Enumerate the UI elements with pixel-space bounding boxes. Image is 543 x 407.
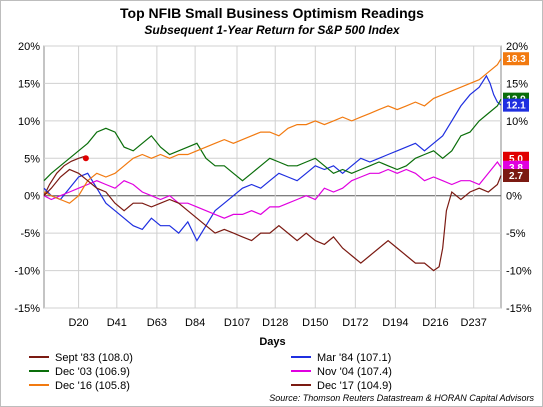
chart-subtitle: Subsequent 1-Year Return for S&P 500 Ind… (144, 23, 401, 37)
y-tick-label-right: 15% (506, 78, 528, 90)
y-tick-label-right: 10% (506, 116, 528, 128)
series-line-5 (43, 168, 502, 272)
legend-label-0: Sept '83 (108.0) (55, 352, 133, 364)
x-tick-label: D20 (68, 317, 88, 329)
y-tick-label-left: 0% (24, 191, 40, 203)
plot-area (43, 45, 502, 309)
x-axis-label: Days (259, 336, 285, 348)
value-callout-box-5 (503, 169, 529, 183)
series-line-4 (43, 58, 502, 204)
x-tick-label: D237 (461, 317, 487, 329)
y-tick-label-left: -15% (14, 303, 40, 315)
x-tick-label: D107 (224, 317, 250, 329)
legend-label-3: Nov '04 (107.4) (317, 366, 392, 378)
legend-label-1: Mar '84 (107.1) (317, 352, 391, 364)
y-tick-label-right: -15% (506, 303, 532, 315)
value-callout-box-2 (503, 98, 529, 112)
y-tick-label-left: 10% (18, 116, 40, 128)
source-note: Source: Thomson Reuters Datastream & HOR… (269, 393, 534, 403)
x-tick-label: D172 (342, 317, 368, 329)
series-line-2 (43, 98, 502, 182)
x-tick-label: D216 (422, 317, 448, 329)
value-callout-label-0: 18.3 (506, 54, 526, 65)
value-callout-label-3: 5.0 (509, 154, 523, 165)
y-tick-label-right: 20% (506, 41, 528, 53)
legend-label-4: Dec '16 (105.8) (55, 380, 130, 392)
chart-title: Top NFIB Small Business Optimism Reading… (120, 5, 424, 21)
series-line-3 (43, 160, 502, 219)
x-tick-label: D63 (147, 317, 167, 329)
value-callout-label-2: 12.1 (506, 101, 526, 112)
value-callout-box-0 (503, 52, 529, 66)
y-tick-label-left: -5% (20, 228, 40, 240)
y-tick-label-left: 20% (18, 41, 40, 53)
value-callout-label-5: 2.7 (509, 171, 523, 182)
y-tick-label-right: 0% (506, 191, 522, 203)
y-tick-label-right: -5% (506, 228, 526, 240)
x-tick-label: D41 (107, 317, 127, 329)
y-tick-label-left: -10% (14, 266, 40, 278)
legend-label-5: Dec '17 (104.9) (317, 380, 392, 392)
x-tick-label: D128 (262, 317, 288, 329)
series-line-1 (43, 74, 502, 242)
x-tick-label: D194 (382, 317, 408, 329)
y-tick-label-left: 5% (24, 153, 40, 165)
series-line-0 (43, 155, 87, 196)
y-tick-label-right: -10% (506, 266, 532, 278)
series-end-marker (82, 155, 89, 162)
value-callout-label-4: 3.8 (509, 163, 523, 174)
y-tick-label-left: 15% (18, 78, 40, 90)
x-tick-label: D150 (302, 317, 328, 329)
x-tick-label: D84 (185, 317, 205, 329)
legend-label-2: Dec '03 (106.9) (55, 366, 130, 378)
